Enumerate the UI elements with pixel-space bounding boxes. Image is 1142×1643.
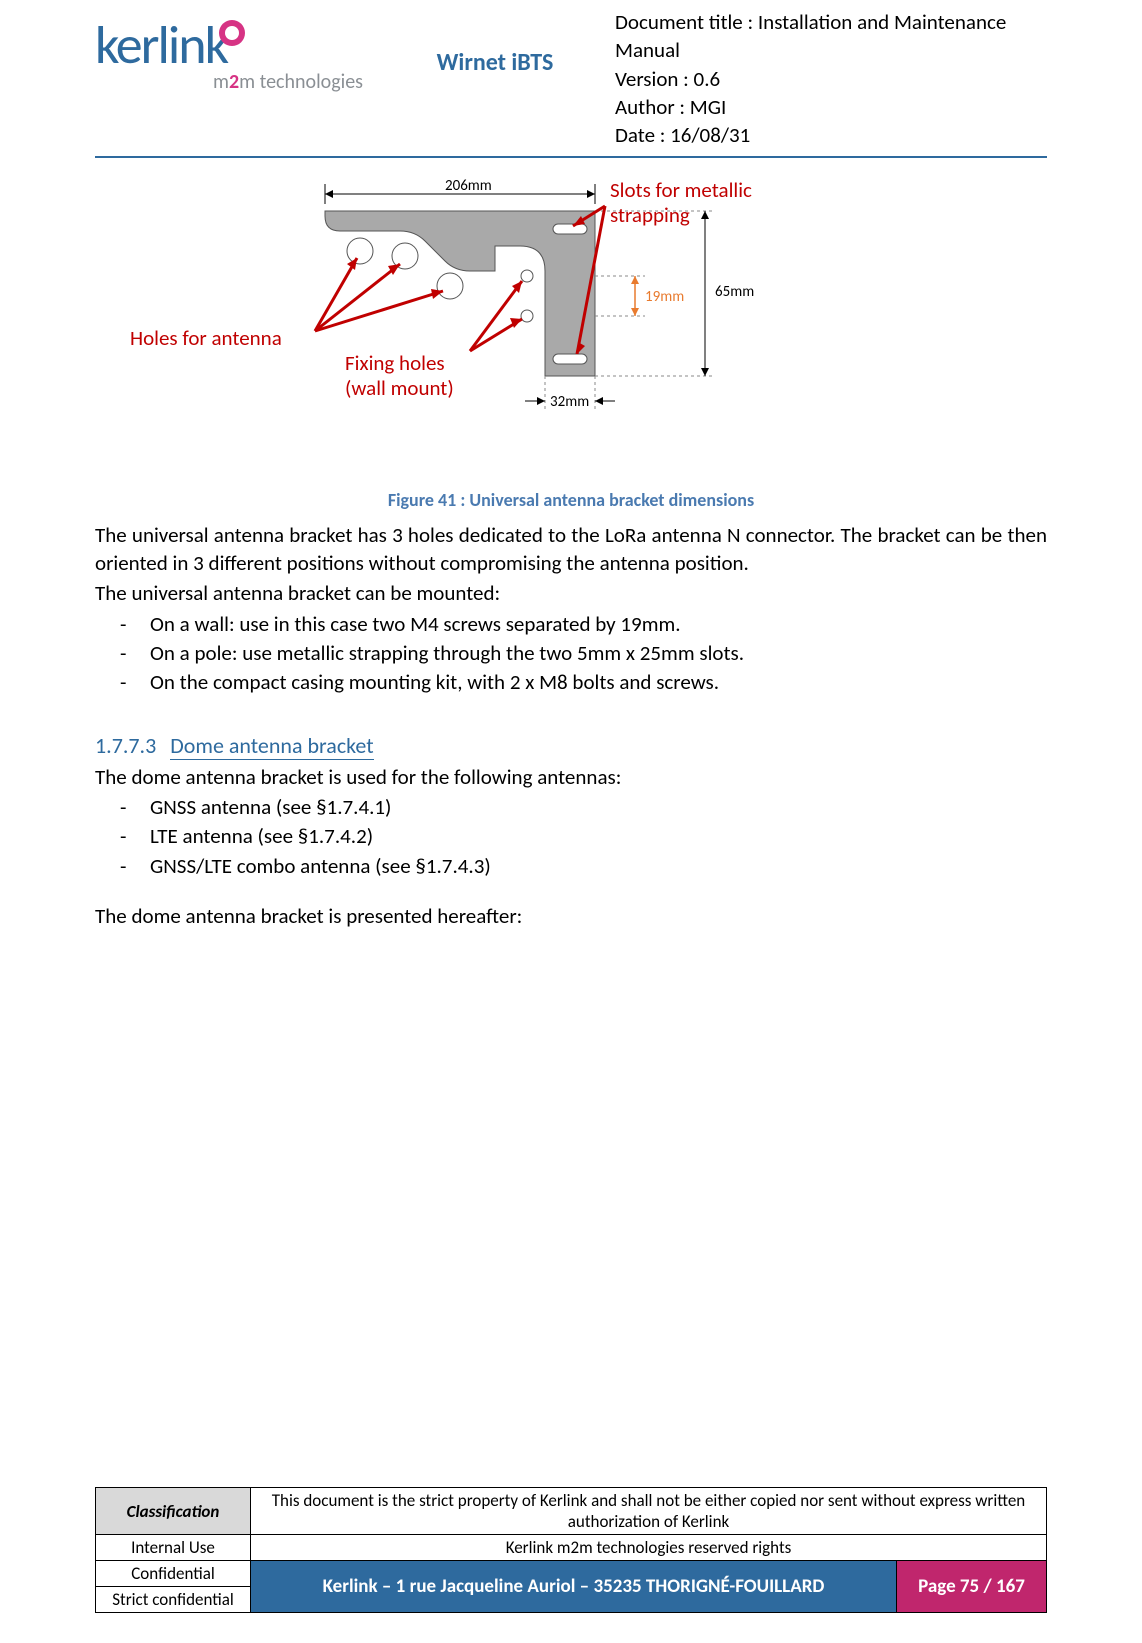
body-paragraph-1: The universal antenna bracket has 3 hole… <box>95 521 1047 608</box>
section-heading: 1.7.7.3Dome antenna bracket <box>95 732 1047 759</box>
body-paragraph-4: The dome antenna bracket is presented he… <box>95 902 1047 930</box>
list-item: GNSS/LTE combo antenna (see §1.7.4.3) <box>150 852 1047 880</box>
product-title: Wirnet iBTS <box>395 8 595 77</box>
dim-65: 65mm <box>715 283 754 301</box>
list-item: GNSS antenna (see §1.7.4.1) <box>150 793 1047 821</box>
reserved-rights: Kerlink m2m technologies reserved rights <box>251 1535 1047 1561</box>
list-item: LTE antenna (see §1.7.4.2) <box>150 822 1047 850</box>
mount-options-list: On a wall: use in this case two M4 screw… <box>95 610 1047 697</box>
logo-icon <box>219 20 245 46</box>
page-number: Page 75 / 167 <box>897 1561 1047 1613</box>
body-paragraph-3: The dome antenna bracket is used for the… <box>95 763 1047 791</box>
classification-label: Classification <box>96 1488 251 1535</box>
internal-use: Internal Use <box>96 1535 251 1561</box>
logo-block: kerlink m2m technologies <box>95 8 375 94</box>
list-item: On a wall: use in this case two M4 screw… <box>150 610 1047 638</box>
dome-antenna-list: GNSS antenna (see §1.7.4.1) LTE antenna … <box>95 793 1047 880</box>
logo-word: kerlink <box>95 12 227 78</box>
address: Kerlink – 1 rue Jacqueline Auriol – 3523… <box>251 1561 897 1613</box>
figure-41: 206mm 19mm 65mm <box>95 176 1047 511</box>
doc-metadata: Document title : Installation and Mainte… <box>615 8 1047 150</box>
header-divider <box>95 156 1047 158</box>
logo-text: kerlink <box>95 18 375 72</box>
callout-antenna-holes: Holes for antenna <box>130 326 282 351</box>
figure-caption: Figure 41 : Universal antenna bracket di… <box>95 489 1047 511</box>
callout-fixing-holes: Fixing holes (wall mount) <box>345 351 485 401</box>
dim-206: 206mm <box>445 177 492 195</box>
document-header: kerlink m2m technologies Wirnet iBTS Doc… <box>95 0 1047 150</box>
list-item: On a pole: use metallic strapping throug… <box>150 639 1047 667</box>
footer-table: Classification This document is the stri… <box>95 1487 1047 1613</box>
list-item: On the compact casing mounting kit, with… <box>150 668 1047 696</box>
dim-19: 19mm <box>645 288 684 306</box>
strict-confidential: Strict confidential <box>96 1587 251 1613</box>
property-text: This document is the strict property of … <box>251 1488 1047 1535</box>
dim-32: 32mm <box>550 393 589 411</box>
confidential: Confidential <box>96 1561 251 1587</box>
callout-slots: Slots for metallic strapping <box>610 178 790 228</box>
footer: Classification This document is the stri… <box>95 1487 1047 1613</box>
